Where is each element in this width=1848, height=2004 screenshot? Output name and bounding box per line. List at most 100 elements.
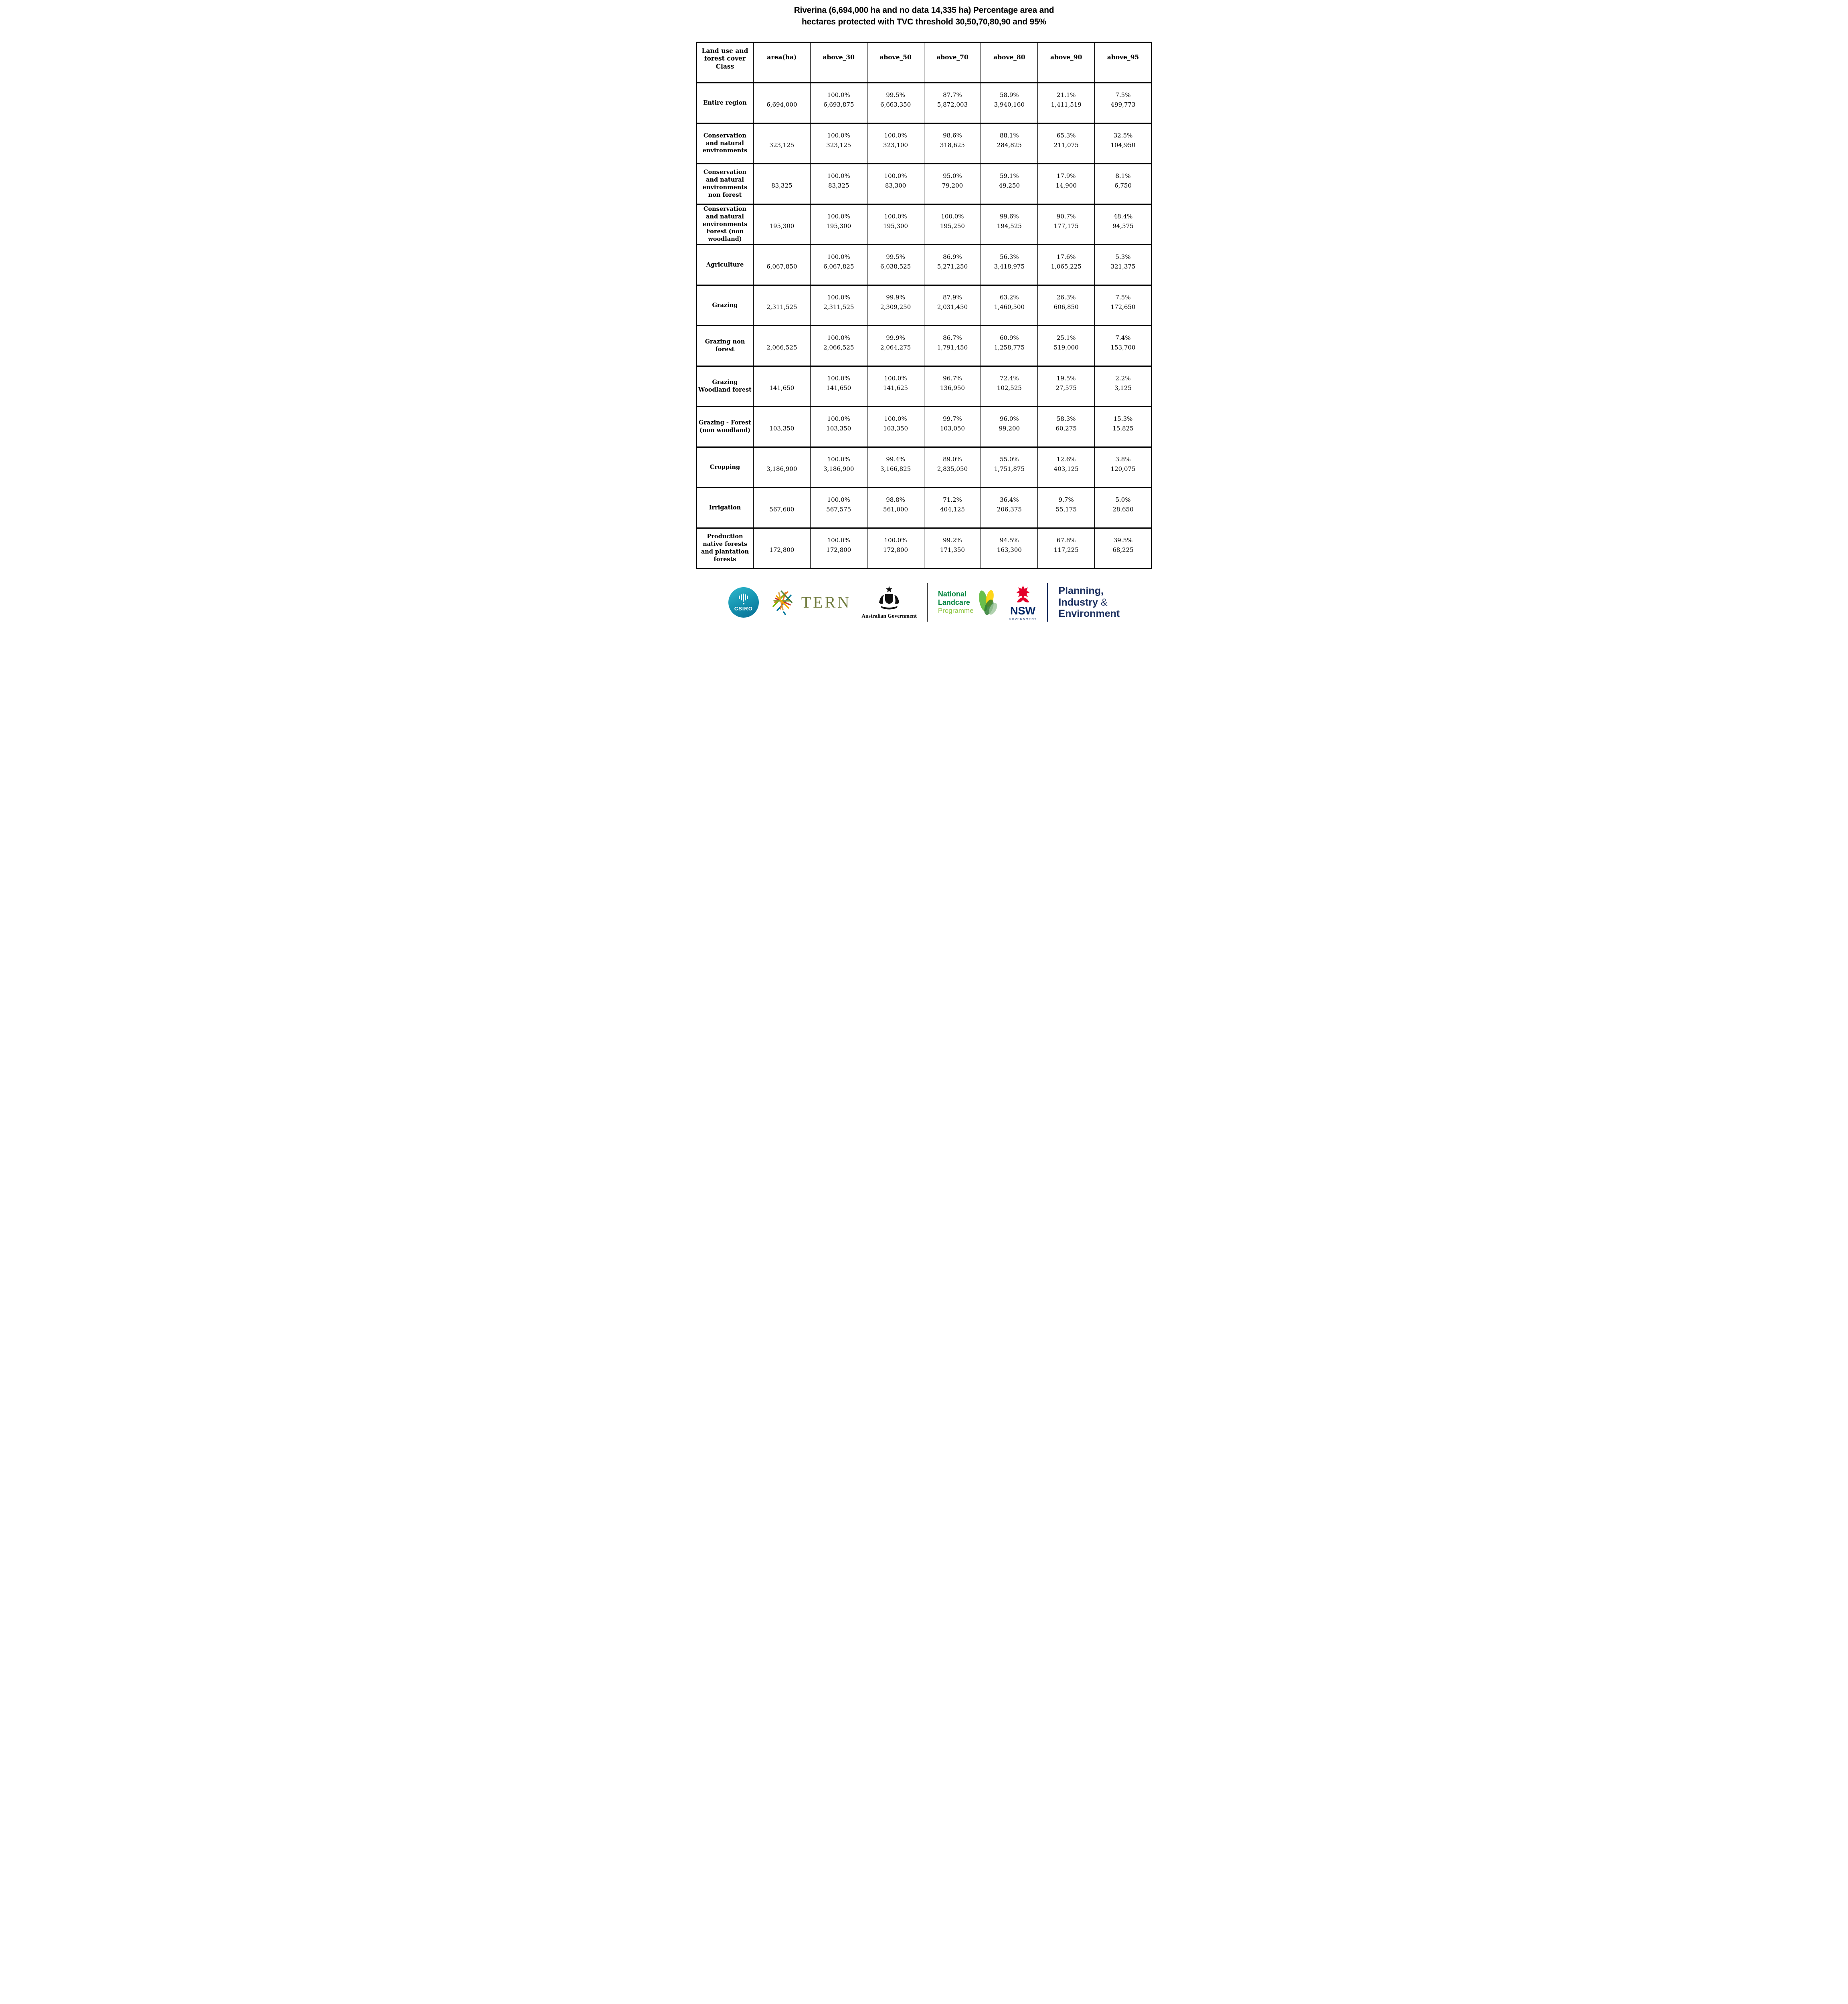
hectares-value: 195,250 (940, 222, 965, 230)
row-label: Cropping (696, 446, 754, 488)
percent-value: 100.0% (827, 374, 850, 382)
cell-above_70: 86.7% 1,791,450 (924, 325, 981, 367)
percent-value: 94.5% (999, 536, 1019, 544)
landcare-line2: Landcare (938, 598, 970, 607)
percent-value: 3.8% (1115, 455, 1131, 463)
row-label: Conservation and natural environments Fo… (696, 203, 754, 245)
landcare-leaf-icon (979, 590, 997, 615)
cell-area: 3,186,900 (753, 446, 811, 488)
cell-above_80: 59.1% 49,250 (981, 163, 1038, 205)
percent-value: 59.1% (999, 172, 1019, 180)
australian-government-logo: Australian Government (861, 585, 917, 619)
percent-value: 7.5% (1115, 91, 1131, 99)
percent-value: 100.0% (884, 212, 907, 220)
hectares-value: 172,800 (826, 546, 851, 554)
table-row: Irrigation 567,600 100.0% 567,575 98.8% 561,… (696, 487, 1152, 529)
nsw-wordmark: NSW (1010, 605, 1036, 617)
tern-australia-map-icon (772, 590, 793, 615)
column-header-area(ha): area(ha) (753, 41, 811, 83)
hectares-value: 5,271,250 (937, 263, 968, 270)
area-value: 567,600 (769, 505, 795, 513)
table-body: Entire region 6,694,000 100.0% 6,693,875 99… (696, 82, 1152, 569)
cell-above_30: 100.0% 6,067,825 (810, 244, 867, 286)
percent-value: 19.5% (1056, 374, 1076, 382)
hectares-value: 94,575 (1112, 222, 1134, 230)
hectares-value: 141,650 (826, 384, 851, 392)
planning-industry-environment-logo: Planning, Industry & Environment (1058, 585, 1120, 620)
hectares-value: 103,350 (826, 424, 851, 432)
percent-value: 2.2% (1115, 374, 1131, 382)
percent-value: 12.6% (1056, 455, 1076, 463)
cell-above_90: 67.8% 117,225 (1037, 527, 1095, 569)
separator-line (927, 583, 928, 622)
hectares-value: 2,835,050 (937, 465, 968, 473)
cell-area: 172,800 (753, 527, 811, 569)
page-title-line1: Riverina (6,694,000 ha and no data 14,33… (794, 6, 1054, 15)
table-row: Conservation and natural environments Fo… (696, 203, 1152, 245)
row-label: Production native forests and plantation… (696, 527, 754, 569)
percent-value: 99.7% (943, 415, 962, 422)
landcare-line1: National (938, 590, 966, 598)
nsw-government-logo: NSW GOVERNMENT (1009, 584, 1037, 621)
hectares-value: 195,300 (826, 222, 851, 230)
hectares-value: 49,250 (999, 182, 1020, 189)
cell-above_90: 9.7% 55,175 (1037, 487, 1095, 529)
percent-value: 99.9% (886, 293, 905, 301)
cell-above_50: 99.5% 6,663,350 (867, 82, 924, 124)
row-label: Conservation and natural environments (696, 122, 754, 164)
cell-above_80: 72.4% 102,525 (981, 365, 1038, 407)
cell-area: 103,350 (753, 406, 811, 448)
column-header-above_95: above_95 (1094, 41, 1152, 83)
cell-above_50: 99.9% 2,309,250 (867, 284, 924, 326)
pie-line1: Planning, (1058, 585, 1104, 597)
table-row: Agriculture 6,067,850 100.0% 6,067,825 99.5… (696, 244, 1152, 286)
percent-value: 100.0% (884, 131, 907, 139)
cell-above_95: 5.0% 28,650 (1094, 487, 1152, 529)
cell-area: 2,311,525 (753, 284, 811, 326)
hectares-value: 323,125 (826, 141, 851, 149)
percent-value: 86.9% (943, 253, 962, 261)
percent-value: 90.7% (1056, 212, 1076, 220)
cell-above_90: 58.3% 60,275 (1037, 406, 1095, 448)
hectares-value: 195,300 (883, 222, 908, 230)
hectares-value: 120,075 (1110, 465, 1136, 473)
percent-value: 99.5% (886, 91, 905, 99)
percent-value: 87.7% (943, 91, 962, 99)
area-value: 195,300 (769, 222, 795, 230)
cell-above_90: 12.6% 403,125 (1037, 446, 1095, 488)
cell-area: 323,125 (753, 122, 811, 164)
percent-value: 17.6% (1056, 253, 1076, 261)
column-header-above_80: above_80 (981, 41, 1038, 83)
cell-above_70: 89.0% 2,835,050 (924, 446, 981, 488)
column-header-above_30: above_30 (810, 41, 867, 83)
hectares-value: 177,175 (1053, 222, 1079, 230)
percent-value: 100.0% (827, 91, 850, 99)
hectares-value: 60,275 (1055, 424, 1077, 432)
percent-value: 67.8% (1056, 536, 1076, 544)
hectares-value: 3,940,160 (994, 101, 1025, 108)
hectares-value: 561,000 (883, 505, 908, 513)
table-row: Grazing Woodland forest 141,650 100.0% 141… (696, 365, 1152, 407)
percent-value: 5.3% (1115, 253, 1131, 261)
table-row: Grazing 2,311,525 100.0% 2,311,525 99.9% 2,3… (696, 284, 1152, 326)
cell-area: 83,325 (753, 163, 811, 205)
area-value: 323,125 (769, 141, 795, 149)
table-row: Grazing - Forest (non woodland) 103,350 1… (696, 406, 1152, 448)
hectares-value: 284,825 (997, 141, 1022, 149)
cell-above_95: 3.8% 120,075 (1094, 446, 1152, 488)
percent-value: 95.0% (943, 172, 962, 180)
cell-above_90: 90.7% 177,175 (1037, 203, 1095, 245)
hectares-value: 141,625 (883, 384, 908, 392)
hectares-value: 606,850 (1053, 303, 1079, 311)
table-header-row: Land use and forest cover Class area(ha) a… (696, 41, 1152, 83)
table-row: Production native forests and plantation… (696, 527, 1152, 569)
csiro-starburst-icon (739, 593, 748, 602)
area-value: 172,800 (769, 546, 795, 554)
hectares-value: 1,065,225 (1051, 263, 1082, 270)
hectares-value: 2,066,525 (823, 343, 854, 351)
cell-above_50: 98.8% 561,000 (867, 487, 924, 529)
hectares-value: 55,175 (1055, 505, 1077, 513)
percent-value: 32.5% (1113, 131, 1133, 139)
hectares-value: 1,460,500 (994, 303, 1025, 311)
percent-value: 100.0% (827, 536, 850, 544)
